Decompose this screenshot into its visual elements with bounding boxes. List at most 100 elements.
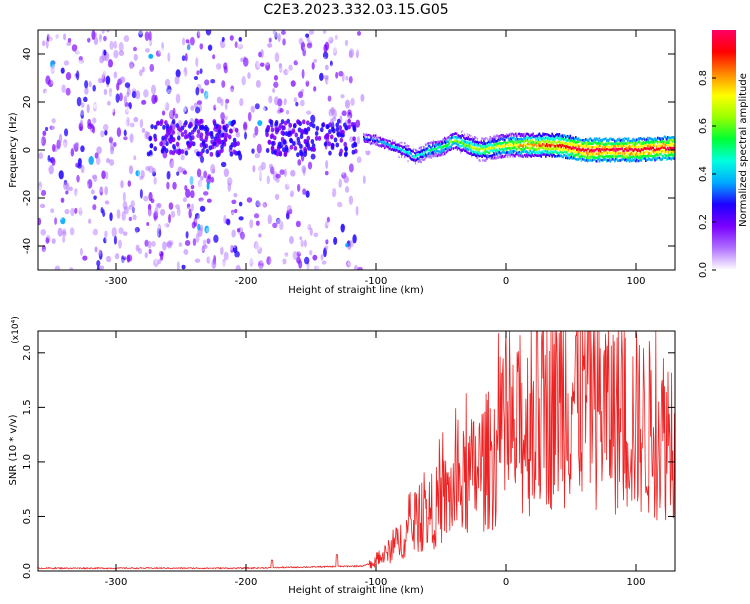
spectrogram-cell xyxy=(510,134,513,137)
spectrogram-cell xyxy=(530,146,533,150)
spectrogram-cell xyxy=(370,130,372,133)
spectrogram-cell xyxy=(518,151,521,154)
spectrogram-cell xyxy=(305,190,310,198)
spectrogram-cell xyxy=(216,220,222,227)
spectrogram-cell xyxy=(411,158,413,161)
spectrogram-cell xyxy=(583,141,585,144)
spectrogram-cell xyxy=(565,142,568,145)
spectrogram-cell xyxy=(413,155,416,158)
spectrogram-cell xyxy=(280,136,285,142)
spectrogram-cell xyxy=(538,136,541,140)
spectrogram-cell xyxy=(433,148,435,151)
spectrogram-cell xyxy=(381,152,383,155)
spectrogram-cell xyxy=(67,37,72,43)
spectrogram-cell xyxy=(452,136,454,139)
spectrogram-cell xyxy=(456,149,459,152)
spectrogram-cell xyxy=(444,155,447,158)
spectrogram-cell xyxy=(502,148,504,151)
spectrogram-cell xyxy=(595,160,598,163)
spectrogram-cell xyxy=(463,152,465,156)
spectrogram-cell xyxy=(339,137,344,143)
spectrogram-cell xyxy=(138,30,144,35)
spectrogram-cell xyxy=(373,145,375,148)
spectrogram-cell xyxy=(617,138,620,142)
spectrogram-cell xyxy=(162,241,167,251)
spectrogram-cell xyxy=(580,144,583,148)
spectrogram-cell xyxy=(499,142,502,145)
spectrogram-cell xyxy=(53,138,57,144)
spectrogram-cell xyxy=(648,148,651,151)
spectrogram-cell xyxy=(356,136,361,145)
spectrogram-cell xyxy=(398,155,401,159)
spectrogram-cell xyxy=(60,67,65,74)
spectrogram-cell xyxy=(196,151,200,157)
spectrogram-cell xyxy=(646,150,649,153)
spectrogram-cell xyxy=(445,144,448,148)
spectrogram-cell xyxy=(376,137,379,140)
spectrogram-cell xyxy=(407,159,410,163)
spectrogram-cell xyxy=(520,147,523,151)
spectrogram-cell xyxy=(451,134,453,137)
spectrogram-cell xyxy=(618,155,621,158)
spectrogram-cell xyxy=(118,239,122,249)
spectrogram-cell xyxy=(338,181,343,191)
spectrogram-cell xyxy=(673,137,675,140)
spectrogram-cell xyxy=(44,126,49,132)
spectrogram-cell xyxy=(340,34,343,44)
spectrogram-cell xyxy=(585,148,587,152)
spectrogram-cell xyxy=(639,158,642,162)
spectrogram-cell xyxy=(466,140,469,143)
spectrogram-cell xyxy=(534,152,536,156)
spectrogram-cell xyxy=(605,145,607,148)
spectrogram-cell xyxy=(417,157,420,161)
spectrogram-cell xyxy=(208,253,212,264)
spectrogram-cell xyxy=(588,152,591,156)
spectrogram-cell xyxy=(496,139,499,142)
spectrogram-cell xyxy=(198,261,203,266)
spectrogram-cell xyxy=(92,204,97,211)
spectrogram-cell xyxy=(460,148,462,152)
spectrogram-cell xyxy=(526,132,529,136)
spectrogram-cell xyxy=(177,166,183,173)
spectrogram-cell xyxy=(579,148,582,151)
spectrogram-cell xyxy=(559,150,562,154)
spectrogram-cell xyxy=(578,138,581,142)
spectrogram-cell xyxy=(410,149,412,153)
spectrogram-cell xyxy=(614,147,616,151)
spectrogram-cell xyxy=(663,149,665,152)
spectrogram-cell xyxy=(451,143,453,146)
spectrogram-cell xyxy=(496,154,499,158)
spectrogram-cell xyxy=(530,151,533,155)
spectrogram-cell xyxy=(144,130,149,140)
spectrogram-cell xyxy=(306,110,312,115)
spectrogram-cell xyxy=(254,103,260,110)
spectrogram-cell xyxy=(557,145,560,148)
spectrogram-cell xyxy=(280,119,285,125)
spectrogram-cell xyxy=(397,154,400,157)
spectrogram-cell xyxy=(206,198,212,203)
spectrogram-cell xyxy=(384,142,387,146)
spectrogram-cell xyxy=(105,75,111,85)
spectrogram-cell xyxy=(648,152,651,155)
spectrogram-cell xyxy=(481,146,483,149)
spectrogram-cell xyxy=(159,141,163,147)
spectrogram-cell xyxy=(412,144,414,148)
spectrogram-cell xyxy=(554,135,556,138)
spectrogram-cell xyxy=(506,134,509,138)
spectrogram-cell xyxy=(365,133,368,136)
spectrogram-cell xyxy=(317,226,322,235)
spectrogram-cell xyxy=(613,155,615,158)
spectrogram-cell xyxy=(617,159,620,162)
spectrogram-cell xyxy=(286,209,290,217)
spectrogram-cell xyxy=(600,147,603,151)
spectrogram-cell xyxy=(387,143,390,146)
spectrogram-cell xyxy=(295,101,299,107)
spectrogram-cell xyxy=(463,148,465,151)
spectrogram-cell xyxy=(53,257,60,267)
spectrogram-cell xyxy=(615,148,618,151)
spectrogram-cell xyxy=(426,159,429,162)
spectrogram-cell xyxy=(584,153,586,156)
spectrogram-cell xyxy=(465,154,468,157)
spectrogram-cell xyxy=(644,138,646,142)
spectrogram-cell xyxy=(518,138,521,141)
